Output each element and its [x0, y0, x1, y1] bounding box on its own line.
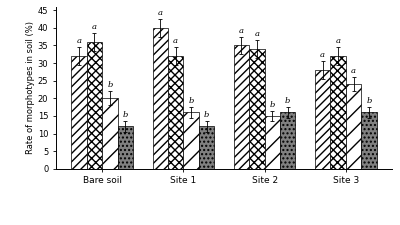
Text: b: b [204, 111, 209, 119]
Text: a: a [173, 37, 178, 45]
Bar [152, 28, 168, 169]
Text: b: b [285, 97, 290, 105]
Bar [234, 45, 249, 169]
Bar [265, 116, 280, 169]
Bar [346, 84, 361, 169]
Text: a: a [239, 27, 244, 35]
Text: b: b [270, 101, 275, 108]
Bar [249, 49, 265, 169]
Bar [71, 56, 87, 169]
Bar [315, 70, 330, 169]
Text: a: a [336, 37, 341, 45]
Text: b: b [107, 81, 112, 89]
Bar [102, 98, 118, 169]
Text: a: a [76, 37, 82, 45]
Text: a: a [320, 51, 325, 59]
Bar [280, 112, 296, 169]
Bar [168, 56, 183, 169]
Text: a: a [92, 23, 97, 31]
Bar [361, 112, 377, 169]
Text: b: b [366, 97, 372, 105]
Text: a: a [158, 9, 163, 17]
Text: b: b [123, 111, 128, 119]
Bar [87, 42, 102, 169]
Bar [118, 126, 133, 169]
Text: a: a [351, 67, 356, 75]
Bar [330, 56, 346, 169]
Bar [199, 126, 214, 169]
Text: b: b [188, 97, 194, 105]
Y-axis label: Rate of morphotypes in soil (%): Rate of morphotypes in soil (%) [26, 21, 35, 154]
Bar [183, 112, 199, 169]
Text: a: a [254, 30, 260, 38]
